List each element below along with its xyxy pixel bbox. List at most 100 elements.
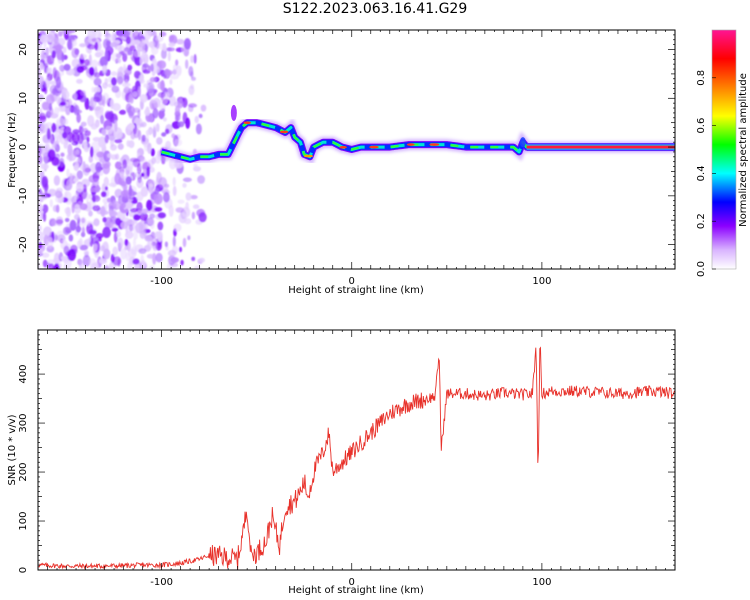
noise-blob (93, 86, 101, 94)
noise-blob (165, 140, 172, 149)
noise-blob (38, 68, 41, 77)
noise-blob (55, 44, 64, 50)
noise-blob (111, 227, 119, 232)
noise-blob (59, 157, 65, 168)
noise-blob (100, 114, 105, 125)
noise-blob (159, 31, 167, 37)
noise-blob (64, 30, 73, 35)
noise-blob (108, 182, 117, 187)
noise-blob (174, 138, 183, 147)
noise-blob (107, 34, 116, 42)
noise-blob (64, 207, 71, 215)
noise-blob (62, 46, 67, 54)
colorbar-tick-label: 0.0 (696, 261, 707, 277)
noise-blob (162, 117, 167, 122)
noise-blob (114, 120, 118, 133)
noise-blob (161, 132, 167, 137)
noise-blob (139, 94, 148, 103)
noise-blob (149, 213, 156, 219)
spectrogram-xtick-label: -100 (150, 276, 173, 287)
noise-blob (120, 248, 127, 260)
noise-blob (57, 37, 66, 46)
noise-blob (89, 230, 97, 235)
noise-blob (185, 192, 192, 201)
noise-blob (91, 37, 97, 42)
noise-blob (66, 168, 70, 178)
noise-blob (110, 221, 114, 230)
noise-blob (120, 180, 127, 187)
noise-blob (139, 229, 147, 239)
noise-blob (114, 139, 123, 144)
noise-blob (82, 254, 91, 267)
noise-blob (125, 160, 134, 171)
noise-blob (88, 210, 93, 217)
noise-blob (53, 142, 58, 149)
noise-blob (146, 82, 155, 94)
noise-blob (38, 202, 43, 212)
noise-blob (156, 176, 159, 187)
noise-blob (114, 43, 118, 50)
noise-blob (55, 216, 64, 226)
noise-blob (83, 249, 90, 256)
noise-blob (106, 197, 112, 203)
noise-blob (91, 122, 100, 128)
noise-blob (151, 157, 156, 165)
noise-blob (82, 163, 91, 176)
noise-blob (194, 115, 199, 124)
noise-blob (110, 136, 115, 148)
noise-blob (40, 163, 49, 170)
noise-blob (47, 149, 56, 161)
noise-blob (82, 184, 87, 193)
noise-blob (50, 218, 57, 227)
noise-blob (183, 38, 191, 50)
noise-blob (93, 72, 101, 78)
noise-blob (44, 77, 50, 89)
noise-blob (71, 202, 75, 214)
noise-blob (78, 53, 87, 60)
noise-blob (96, 151, 105, 158)
noise-blob (38, 112, 47, 124)
noise-blob (123, 86, 131, 94)
noise-blob (65, 101, 70, 107)
noise-blob (42, 204, 49, 214)
noise-blob (169, 74, 179, 80)
noise-blob (198, 257, 205, 263)
noise-blob (54, 106, 59, 118)
noise-blob (164, 241, 168, 248)
ridge-hotspot (243, 121, 251, 124)
noise-blob (54, 234, 58, 241)
noise-blob (53, 175, 61, 186)
noise-blob (140, 254, 145, 267)
noise-blob (115, 217, 122, 226)
noise-blob (126, 241, 131, 252)
noise-blob (79, 164, 84, 170)
noise-blob (190, 71, 194, 79)
noise-blob (102, 163, 110, 175)
snr-ytick-label: 200 (18, 462, 29, 481)
noise-blob (123, 63, 127, 71)
noise-blob (133, 230, 139, 240)
noise-blob (76, 113, 81, 123)
noise-blob (41, 252, 50, 258)
noise-blob (112, 103, 121, 111)
noise-blob (78, 124, 84, 135)
noise-blob (145, 133, 149, 144)
colorbar-gradient (712, 30, 736, 269)
noise-blob (136, 178, 144, 189)
noise-blob (111, 85, 120, 93)
noise-blob (193, 166, 201, 172)
noise-blob (118, 30, 124, 38)
noise-blob (57, 105, 66, 113)
noise-blob (122, 30, 131, 38)
snr-frame (37, 329, 676, 571)
noise-blob (132, 238, 137, 247)
noise-blob (38, 215, 44, 220)
noise-blob (55, 204, 60, 213)
noise-blob (38, 241, 43, 249)
noise-blob (87, 220, 91, 226)
noise-blob (157, 212, 166, 219)
noise-blob (114, 161, 122, 170)
noise-blob (63, 118, 69, 126)
